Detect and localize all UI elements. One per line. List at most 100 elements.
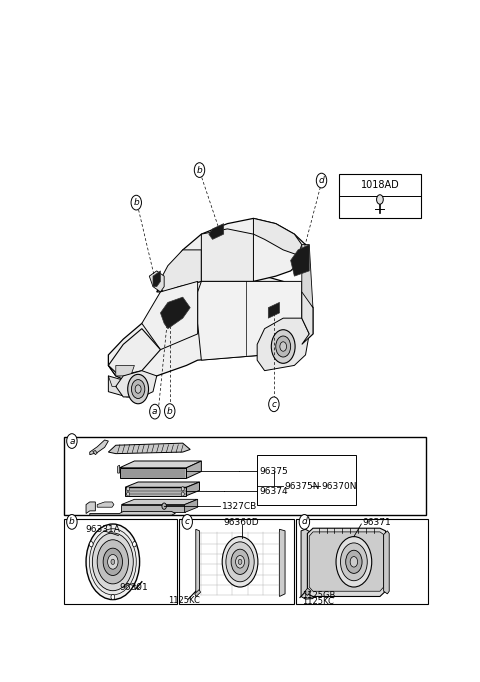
Circle shape <box>222 537 258 587</box>
Text: a: a <box>69 436 75 445</box>
Polygon shape <box>192 528 287 599</box>
Circle shape <box>92 533 133 591</box>
Polygon shape <box>118 465 120 473</box>
Text: 96360D: 96360D <box>224 518 259 527</box>
Text: a: a <box>152 407 157 416</box>
Text: d: d <box>301 518 307 527</box>
Polygon shape <box>257 318 309 371</box>
Polygon shape <box>149 271 164 292</box>
Polygon shape <box>108 443 190 454</box>
Polygon shape <box>253 218 302 255</box>
Circle shape <box>271 329 295 364</box>
Polygon shape <box>108 313 198 376</box>
Circle shape <box>97 539 129 584</box>
Text: 1125GB: 1125GB <box>302 591 335 600</box>
Circle shape <box>280 342 287 351</box>
Polygon shape <box>90 512 175 515</box>
Circle shape <box>128 374 148 404</box>
Text: b: b <box>167 406 173 415</box>
Bar <box>257 455 356 505</box>
Text: b: b <box>69 518 75 527</box>
Circle shape <box>377 195 383 204</box>
Polygon shape <box>156 218 305 292</box>
Circle shape <box>231 549 249 574</box>
Text: 1327CB: 1327CB <box>222 502 257 511</box>
Circle shape <box>350 557 358 567</box>
Polygon shape <box>290 245 309 276</box>
Text: b: b <box>197 166 203 175</box>
Polygon shape <box>309 532 384 591</box>
Polygon shape <box>142 282 198 350</box>
Circle shape <box>111 559 115 565</box>
Circle shape <box>150 404 160 419</box>
Circle shape <box>340 543 367 581</box>
Polygon shape <box>209 224 224 239</box>
Polygon shape <box>186 482 200 496</box>
Circle shape <box>336 537 372 587</box>
Text: d: d <box>319 176 324 185</box>
Polygon shape <box>198 282 302 360</box>
Polygon shape <box>185 499 198 512</box>
Circle shape <box>103 548 122 576</box>
Bar <box>64 519 177 604</box>
Text: c: c <box>271 400 276 409</box>
Polygon shape <box>86 502 96 514</box>
Polygon shape <box>196 529 200 597</box>
Text: 96371: 96371 <box>362 518 391 527</box>
Polygon shape <box>121 505 185 512</box>
Bar <box>296 519 428 604</box>
Circle shape <box>127 487 130 491</box>
Polygon shape <box>302 292 313 344</box>
Circle shape <box>132 542 136 547</box>
Circle shape <box>181 492 184 496</box>
Bar <box>64 437 426 515</box>
Polygon shape <box>202 229 253 282</box>
Polygon shape <box>160 297 190 329</box>
Text: 1125KC: 1125KC <box>302 597 334 606</box>
Circle shape <box>316 173 327 188</box>
Circle shape <box>89 542 93 547</box>
Circle shape <box>162 503 167 509</box>
Circle shape <box>132 380 145 398</box>
Polygon shape <box>153 271 160 286</box>
Polygon shape <box>120 468 186 478</box>
Polygon shape <box>108 376 142 397</box>
Polygon shape <box>186 461 202 478</box>
Circle shape <box>131 195 142 210</box>
Circle shape <box>108 554 118 569</box>
Text: 96375N: 96375N <box>284 481 320 490</box>
Polygon shape <box>384 531 389 594</box>
Circle shape <box>276 336 290 357</box>
Polygon shape <box>302 245 313 308</box>
Circle shape <box>299 514 310 529</box>
Bar <box>179 519 294 604</box>
Polygon shape <box>90 440 108 455</box>
Text: 96374: 96374 <box>259 487 288 496</box>
Polygon shape <box>301 529 313 599</box>
Circle shape <box>67 514 77 529</box>
Polygon shape <box>116 366 134 376</box>
Polygon shape <box>108 276 313 381</box>
Text: 96375: 96375 <box>259 467 288 476</box>
Circle shape <box>346 550 362 574</box>
Text: b: b <box>133 198 139 207</box>
Circle shape <box>86 524 140 599</box>
Polygon shape <box>120 461 202 468</box>
Circle shape <box>67 434 77 448</box>
Polygon shape <box>279 529 285 597</box>
Polygon shape <box>97 502 114 507</box>
Circle shape <box>182 514 192 529</box>
Polygon shape <box>195 590 201 597</box>
Text: 96331A: 96331A <box>85 524 120 534</box>
Circle shape <box>194 163 204 177</box>
Circle shape <box>89 529 136 595</box>
Polygon shape <box>156 250 202 292</box>
Circle shape <box>165 404 175 419</box>
Polygon shape <box>108 329 160 376</box>
Circle shape <box>127 492 130 496</box>
Circle shape <box>269 397 279 412</box>
Polygon shape <box>125 487 186 496</box>
Text: 96301: 96301 <box>120 582 148 591</box>
Circle shape <box>135 385 141 394</box>
Polygon shape <box>307 528 385 597</box>
